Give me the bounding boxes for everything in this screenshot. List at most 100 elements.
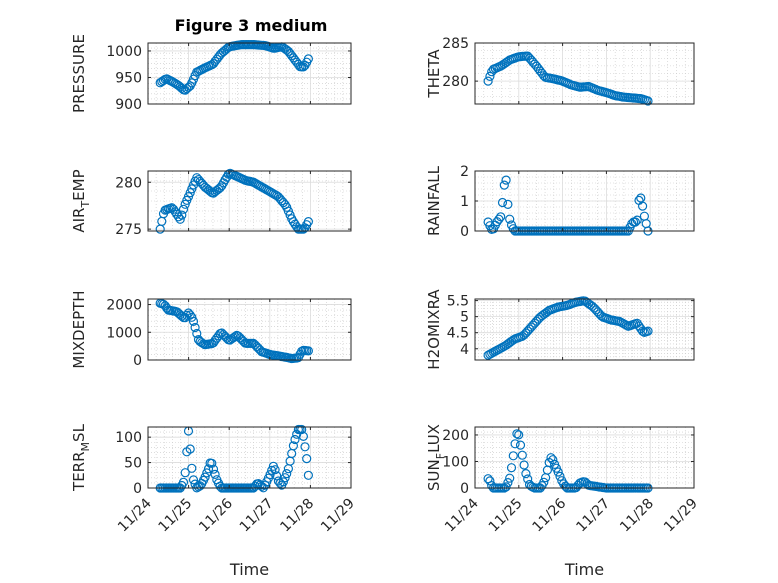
ax-air-temp-point — [175, 214, 185, 224]
ax-air-temp-point — [198, 180, 209, 190]
ax-pressure-ytick-label: 900 — [115, 97, 142, 113]
ax-pressure-point — [298, 62, 308, 72]
ax-h2o-mix-point — [637, 326, 648, 336]
ax-terr-msl-ytick-label: 100 — [115, 430, 142, 446]
ax-sun-flux-point — [510, 439, 520, 449]
ax-sun-flux-point — [483, 474, 493, 484]
ax-sun-flux-point — [508, 451, 518, 461]
ax-rainfall-point — [496, 212, 506, 222]
ax-pressure-ylabel: PRESSURE — [70, 34, 88, 113]
ax-terr-msl-point — [180, 468, 190, 478]
ax-mixdepth-point — [303, 346, 313, 356]
ax-rainfall-point — [505, 214, 515, 224]
ax-mixdepth-ytick-label: 1000 — [106, 325, 142, 341]
ax-air-temp-point — [178, 204, 189, 214]
ax-terr-msl-ylabel-tail: SL — [70, 423, 88, 442]
ax-theta-ytick-label: 280 — [442, 74, 469, 90]
ax-rainfall-ytick-label: 1 — [460, 194, 469, 210]
ax-sun-flux-ylabel-sub: F — [434, 453, 447, 459]
ax-theta-point — [483, 76, 493, 86]
ax-rainfall: 0 1 2 RAINFALL — [425, 164, 695, 240]
ax-sun-flux-point — [485, 476, 495, 486]
ax-pressure-ytick-label: 950 — [115, 70, 142, 86]
ax-theta-point — [485, 71, 495, 82]
ax-rainfall-point — [501, 175, 511, 185]
ax-terr-msl-xlabel: Time — [229, 560, 269, 579]
ax-pressure-frame — [147, 42, 352, 105]
ax-terr-msl-point — [272, 471, 282, 481]
ax-mixdepth-point — [182, 310, 192, 320]
ax-sun-flux-point — [503, 478, 513, 488]
ax-terr-msl-point — [303, 470, 313, 480]
ax-terr-msl-point — [208, 464, 219, 474]
ax-pressure-ylabel-main: PRESSURE — [70, 34, 88, 113]
ax-mixdepth-point — [188, 316, 199, 326]
ax-h2o-mix-frame — [474, 298, 695, 361]
ax-h2o-mix-ytick-label: 4 — [460, 342, 469, 358]
ax-sun-flux-point — [514, 430, 524, 440]
ax-air-temp-point — [303, 217, 313, 227]
ax-terr-msl-ylabel-main: TERR — [70, 451, 88, 492]
ax-sun-flux-point — [523, 474, 533, 484]
ax-terr-msl-ytick-label: 50 — [124, 456, 142, 472]
ax-terr-msl-point — [210, 469, 220, 479]
ax-sun-flux-point — [505, 473, 515, 483]
ax-sun-flux-ytick-label: 100 — [442, 454, 469, 470]
ax-terr-msl-point — [188, 475, 199, 485]
ax-terr-msl-point — [298, 431, 308, 441]
ax-sun-flux-ylabel: SUNFLUX — [425, 424, 447, 491]
ax-mixdepth-point — [187, 312, 197, 322]
ax-h2o-mix-ylabel-main: H2OMIXRA — [425, 289, 443, 370]
ax-terr-msl-point — [278, 477, 288, 487]
ax-air-temp: 275 280 AIRTEMP — [70, 168, 352, 238]
ax-terr-msl-point — [292, 429, 302, 439]
ax-terr-msl-point — [178, 477, 189, 487]
ax-terr-msl-point — [280, 473, 290, 483]
ax-air-temp-ylabel-sub: T — [79, 201, 92, 209]
ax-terr-msl-point — [265, 470, 275, 480]
ax-air-temp-point — [168, 204, 179, 214]
ax-mixdepth-ylabel: MIXDEPTH — [70, 290, 88, 368]
ax-pressure-point — [303, 54, 313, 64]
ax-sun-flux-point — [501, 482, 511, 492]
ax-mixdepth-ytick-label: 0 — [133, 353, 142, 369]
ax-mixdepth-point — [192, 328, 202, 339]
ax-rainfall-point — [503, 199, 513, 209]
ax-h2o-mix-ytick-label: 5.5 — [447, 294, 469, 310]
ax-air-temp-ytick-label: 280 — [115, 175, 142, 191]
ax-air-temp-point — [177, 210, 187, 220]
ax-terr-msl-point — [302, 454, 312, 464]
ax-sun-flux-point — [512, 429, 522, 439]
ax-sun-flux-point — [539, 477, 549, 487]
ax-rainfall-point — [494, 214, 504, 224]
ax-rainfall-point — [630, 217, 641, 227]
ax-pressure-point — [207, 60, 217, 70]
ax-sun-flux-point — [555, 471, 565, 481]
figure-title: Figure 3 medium — [175, 16, 328, 35]
ax-mixdepth-point — [180, 313, 190, 323]
ax-rainfall-point — [637, 201, 648, 211]
ax-rainfall-ylabel: RAINFALL — [425, 165, 443, 236]
ax-terr-msl-point — [282, 469, 292, 479]
ax-pressure-ytick-label: 1000 — [106, 44, 142, 60]
ax-h2o-mix-point — [643, 326, 653, 336]
ax-sun-flux-ylabel-main: SUN — [425, 459, 443, 491]
ax-theta-point — [643, 96, 653, 106]
ax-sun-flux-frame — [474, 426, 695, 489]
ax-h2o-mix-point — [621, 320, 632, 330]
ax-h2o-mix-ytick-label: 4.5 — [447, 326, 469, 342]
ax-air-temp-ylabel-tail: EMP — [70, 169, 88, 200]
ax-air-temp-frame — [147, 170, 352, 232]
ax-rainfall-point — [632, 215, 642, 225]
ax-sun-flux-ylabel-tail: LUX — [425, 424, 443, 453]
ax-sun-flux-point — [519, 460, 529, 470]
ax-air-temp-ylabel: AIRTEMP — [70, 169, 92, 232]
ax-theta-ylabel-main: THETA — [425, 49, 443, 99]
ax-theta-ylabel: THETA — [425, 49, 443, 99]
ax-mixdepth-point — [190, 322, 200, 333]
ax-mixdepth-point — [207, 339, 217, 349]
